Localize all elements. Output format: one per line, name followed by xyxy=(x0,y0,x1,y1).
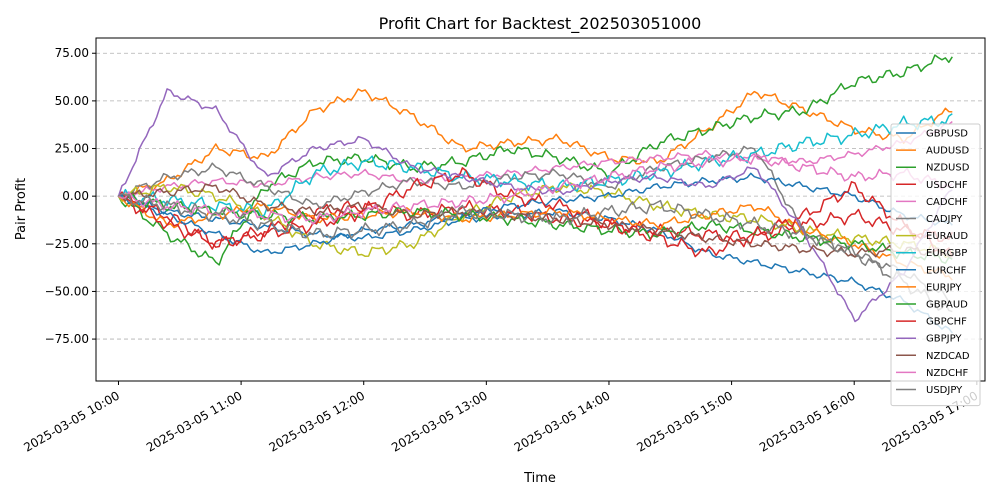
y-tick-label: −50.00 xyxy=(45,284,89,298)
legend-label: GBPJPY xyxy=(926,334,962,345)
legend-label: CADCHF xyxy=(926,197,968,208)
series-line-cadjpy xyxy=(118,145,953,303)
legend-label: GBPCHF xyxy=(926,317,967,328)
series-lines xyxy=(117,54,953,334)
y-tick-label: −75.00 xyxy=(45,332,89,346)
legend-box xyxy=(890,123,981,407)
series-line-cadchf xyxy=(118,121,953,198)
series-line-eurgbp xyxy=(118,113,953,218)
series-line-euraud xyxy=(117,182,953,259)
legend-label: CADJPY xyxy=(926,214,963,225)
y-tick-label: 25.00 xyxy=(55,142,89,156)
series-line-gbpchf xyxy=(117,167,953,258)
legend-label: AUDUSD xyxy=(926,146,970,157)
y-tick-label: 0.00 xyxy=(62,189,89,203)
series-line-eurjpy xyxy=(118,195,953,281)
y-tick-label: 75.00 xyxy=(55,46,89,60)
series-line-nzdusd xyxy=(117,54,953,266)
legend-label: EURJPY xyxy=(926,282,962,293)
series-line-usdjpy xyxy=(118,192,953,313)
legend-label: EURAUD xyxy=(926,231,968,242)
series-line-nzdchf xyxy=(118,152,953,225)
legend-label: EURCHF xyxy=(926,265,967,276)
legend-label: GBPUSD xyxy=(926,129,968,140)
legend: GBPUSD AUDUSD NZDUSD USDCHF CADCHF CADJPY EURA… xyxy=(890,123,981,407)
y-tick-label: −25.00 xyxy=(45,237,89,251)
legend-label: EURGBP xyxy=(926,248,967,259)
legend-label: NZDCHF xyxy=(926,368,969,379)
chart-title: Profit Chart for Backtest_202503051000 xyxy=(379,14,702,34)
legend-label: NZDCAD xyxy=(926,351,970,362)
series-line-gbpaud xyxy=(118,191,953,264)
x-axis-label: Time xyxy=(523,471,556,486)
series-line-nzdcad xyxy=(118,183,953,258)
y-axis-label: Pair Profit xyxy=(14,178,29,240)
series-line-usdchf xyxy=(117,192,953,248)
series-line-gbpjpy xyxy=(117,88,953,323)
legend-label: GBPAUD xyxy=(926,300,968,311)
legend-label: NZDUSD xyxy=(926,163,970,174)
y-axis-ticks: −75.00 −50.00 −25.00 0.00 25.00 50.00 75.00 xyxy=(45,46,96,346)
grid-lines xyxy=(96,52,985,340)
legend-label: USDCHF xyxy=(926,180,968,191)
legend-label: USDJPY xyxy=(926,385,963,396)
plot-frame xyxy=(95,37,986,382)
y-tick-label: 50.00 xyxy=(55,94,89,108)
series-line-audusd xyxy=(117,88,953,198)
series-line-eurchf xyxy=(118,172,953,255)
